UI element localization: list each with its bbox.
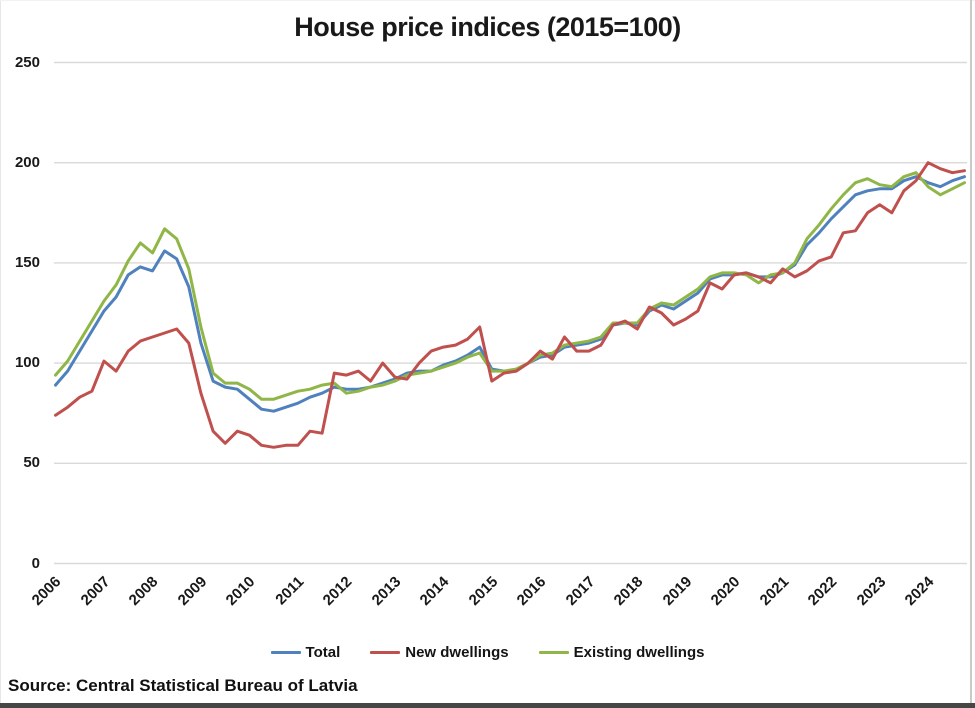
legend-label: Existing dwellings <box>573 643 705 661</box>
legend-swatch-icon <box>370 650 401 654</box>
legend-item-existing-dwellings: Existing dwellings <box>538 643 705 661</box>
screenshot-right-edge <box>970 0 972 708</box>
chart-legend: Total New dwellings Existing dwellings <box>0 641 975 663</box>
legend-item-new-dwellings: New dwellings <box>370 643 509 661</box>
screenshot-left-edge <box>0 0 1 708</box>
y-tick-label-150: 150 <box>14 254 40 271</box>
legend-item-total: Total <box>270 643 341 661</box>
y-tick-label-100: 100 <box>14 354 40 371</box>
legend-swatch-icon <box>270 650 301 654</box>
legend-label: New dwellings <box>405 643 509 661</box>
screenshot-bottom-edge <box>0 703 975 708</box>
series-line-existing-dwellings <box>54 171 966 401</box>
chart-title: House price indices (2015=100) <box>294 12 681 42</box>
y-tick-label-250: 250 <box>14 54 40 71</box>
y-tick-label-50: 50 <box>23 454 40 471</box>
legend-swatch-icon <box>538 650 569 654</box>
legend-label: Total <box>305 643 341 661</box>
series-line-new-dwellings <box>54 161 966 449</box>
source-note: Source: Central Statistical Bureau of La… <box>8 676 358 695</box>
screenshot-top-edge <box>0 0 975 1</box>
y-tick-label-0: 0 <box>31 555 40 572</box>
y-tick-label-200: 200 <box>14 154 40 171</box>
